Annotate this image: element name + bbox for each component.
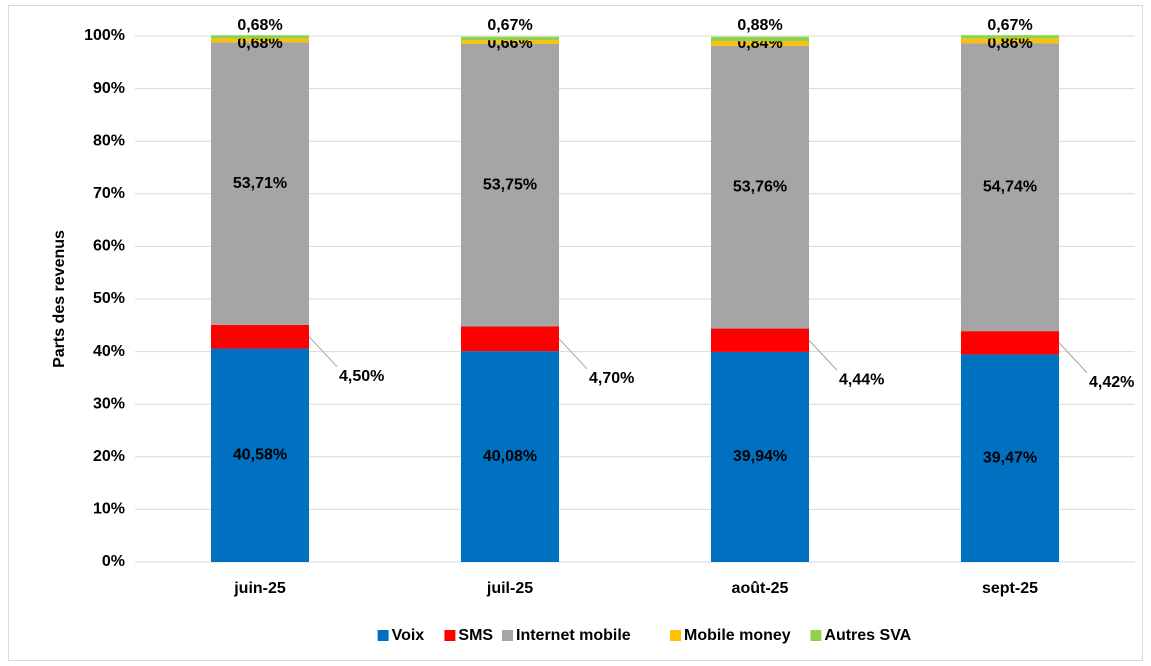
leader-line [808,339,838,371]
legend-label: Autres SVA [824,627,911,644]
data-label: 39,94% [733,448,787,465]
bar-segment [211,38,309,43]
legend-swatch [502,630,513,641]
y-tick-label: 20% [93,448,125,465]
legend-swatch [377,630,389,641]
bar-segment [711,41,809,46]
bar-segment [961,354,1059,562]
legend-label: Voix [392,627,425,644]
data-label: 0,67% [987,17,1032,34]
bar-segment [961,35,1059,39]
leader-line [558,338,588,370]
data-label: 54,74% [983,178,1037,195]
legend-swatch [670,630,681,641]
data-label: 0,88% [737,17,782,34]
y-axis-title: Parts des revenus [51,230,68,368]
y-tick-label: 40% [93,343,125,360]
bar-segment [211,348,309,562]
leader-line [308,336,338,368]
data-label: 0,68% [237,17,282,34]
data-label: 4,44% [839,371,884,388]
bar-segment [961,43,1059,332]
x-tick-label: juil-25 [486,580,533,597]
legend-label: Internet mobile [516,627,631,644]
bar-segment [711,36,809,42]
y-tick-label: 60% [93,238,125,255]
bar-segment [961,38,1059,44]
data-label: 53,71% [233,175,287,192]
x-tick-label: juin-25 [233,580,286,597]
data-label: 40,58% [233,446,287,463]
bar-segment [461,351,559,562]
data-label: 4,50% [339,368,384,385]
y-tick-label: 50% [93,290,125,307]
bar-segment [711,45,809,329]
bar-segment [461,40,559,44]
bar-segment [211,324,309,349]
data-label: 4,70% [589,370,634,387]
leader-line [1058,342,1088,374]
y-tick-label: 30% [93,395,125,412]
bar-segment [961,331,1059,355]
legend-label: SMS [458,627,493,644]
data-label: 0,67% [487,17,532,34]
x-tick-label: août-25 [732,580,789,597]
bar-segment [211,35,309,39]
y-tick-label: 100% [84,27,125,44]
data-label: 39,47% [983,449,1037,466]
legend-swatch [444,630,456,641]
y-tick-label: 90% [93,80,125,97]
y-tick-label: 80% [93,132,125,149]
legend-swatch [810,630,822,641]
data-label: 53,76% [733,178,787,195]
bar-segment [461,326,559,352]
data-label: 40,08% [483,448,537,465]
data-label: 4,42% [1089,374,1134,391]
bar-segment [211,42,309,325]
y-tick-label: 0% [102,553,125,570]
chart-border [8,5,1143,661]
bar-segment [461,43,559,327]
x-tick-label: sept-25 [982,580,1038,597]
bar-segment [461,36,559,41]
data-label: 0,86% [987,35,1032,52]
legend-label: Mobile money [684,627,791,644]
y-tick-label: 70% [93,185,125,202]
data-label: 53,75% [483,176,537,193]
bar-segment [711,328,809,352]
data-label: 0,68% [237,35,282,52]
bar-segment [711,351,809,562]
y-tick-label: 10% [93,501,125,518]
